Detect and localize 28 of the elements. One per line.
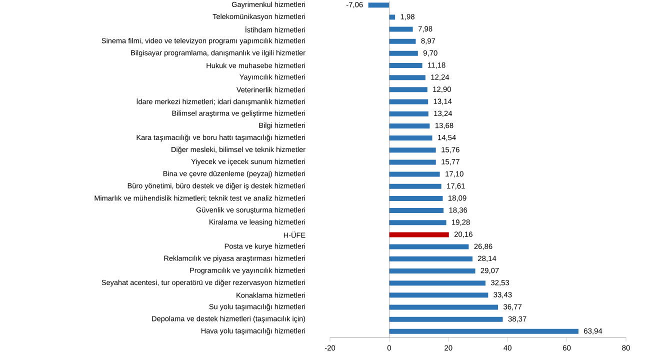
bar xyxy=(389,147,436,152)
bar xyxy=(389,86,428,92)
bar xyxy=(389,280,486,286)
bar xyxy=(389,135,432,140)
bar xyxy=(389,14,396,20)
bar xyxy=(389,159,436,164)
bar xyxy=(389,172,440,177)
bar xyxy=(389,196,443,201)
bar xyxy=(389,328,578,334)
bar xyxy=(368,2,390,8)
bar xyxy=(389,123,430,128)
bar xyxy=(389,256,472,262)
bar xyxy=(389,184,442,189)
bar xyxy=(389,316,503,322)
bar xyxy=(389,111,428,116)
bar xyxy=(389,244,469,250)
bar xyxy=(389,268,476,274)
bar xyxy=(389,62,422,68)
bar xyxy=(389,208,444,213)
bar xyxy=(389,232,449,237)
bar xyxy=(389,220,446,225)
bar xyxy=(389,26,413,32)
bar xyxy=(389,99,428,104)
bar xyxy=(389,38,416,44)
bar xyxy=(389,304,498,310)
bar xyxy=(389,50,418,56)
bar xyxy=(389,292,488,298)
bar xyxy=(389,74,426,80)
